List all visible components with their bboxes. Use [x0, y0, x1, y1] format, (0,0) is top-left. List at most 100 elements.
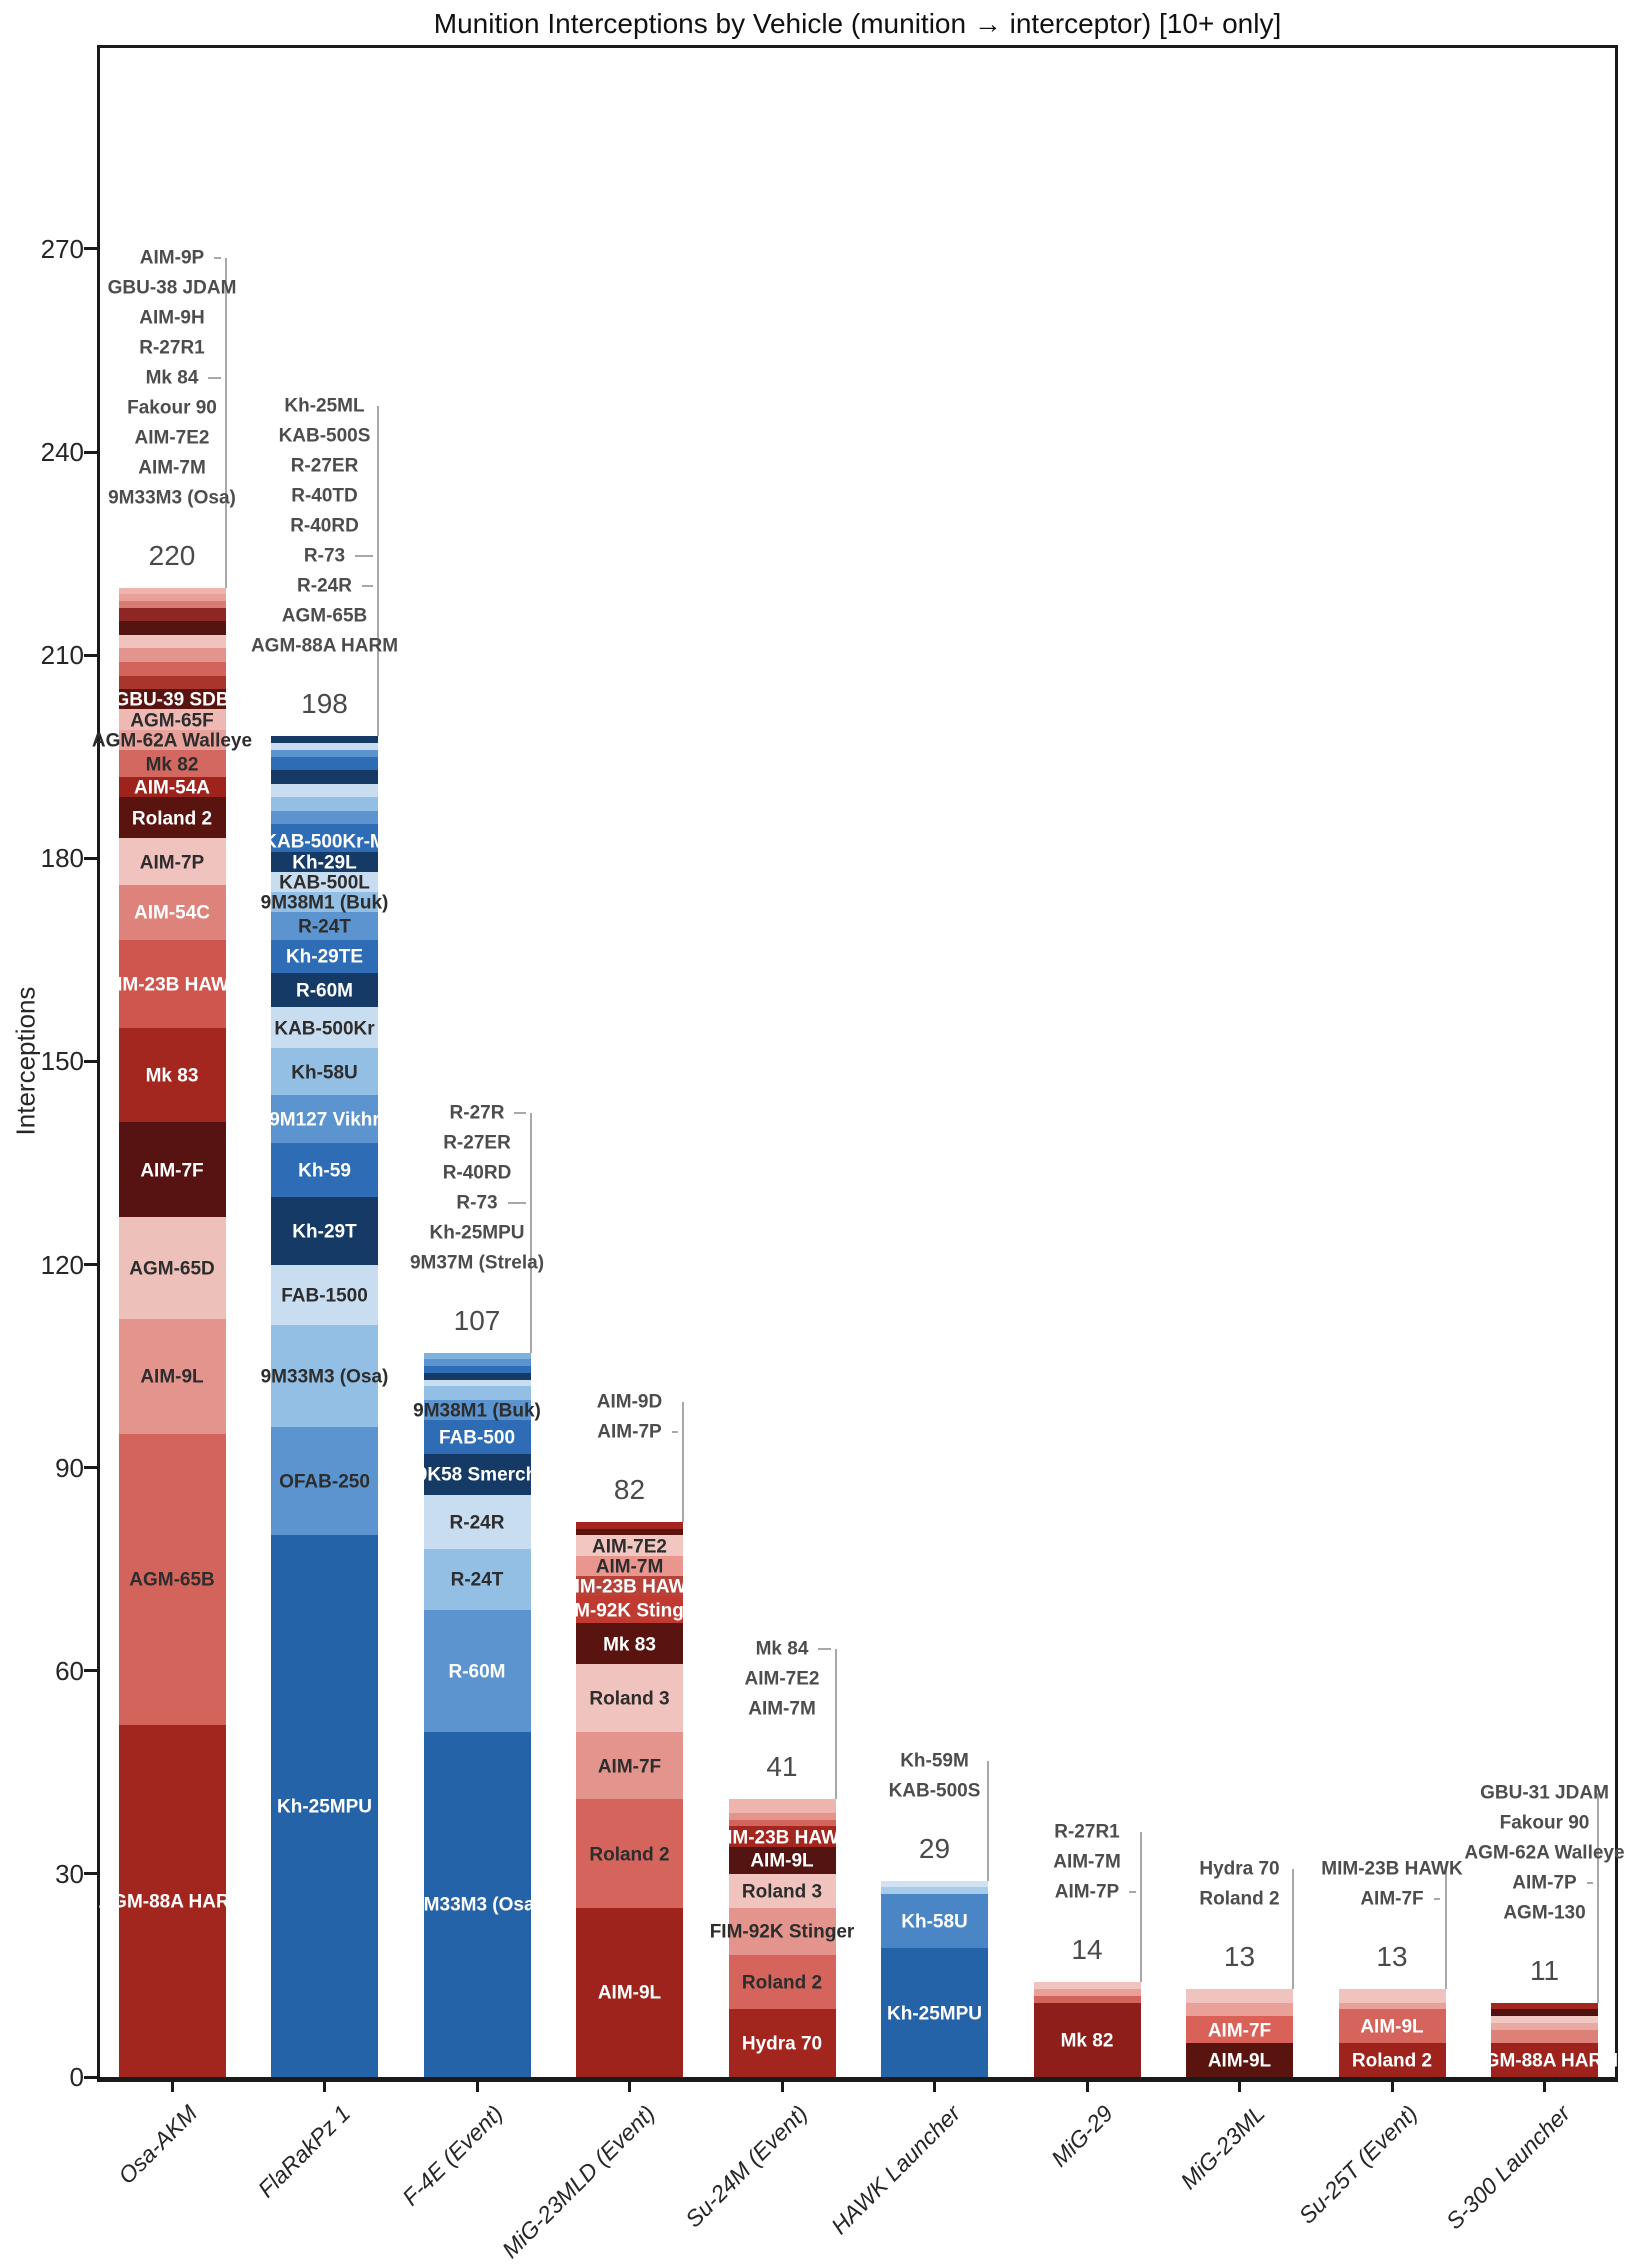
- leader-line: [529, 1112, 532, 1353]
- leader-line: [682, 1401, 684, 1522]
- bar-segment: [1033, 1988, 1141, 1996]
- bar-segment: [271, 1047, 378, 1096]
- segment-label: AGM-65D: [129, 1258, 215, 1280]
- segment-label: GBU-39 SDB: [114, 689, 230, 711]
- bar-total: 29: [918, 1832, 951, 1864]
- bar-segment: [118, 689, 226, 710]
- bar-segment: [118, 797, 226, 838]
- bar-segment: [728, 2009, 836, 2077]
- leader-label: Roland 2: [1199, 1888, 1280, 1910]
- leader-label: R-73: [303, 545, 346, 567]
- x-axis-line: [97, 2077, 1618, 2082]
- segment-label: FIM-92K Stinger: [709, 1921, 855, 1943]
- bar-segment: [271, 1535, 378, 2077]
- segment-label: AIM-9L: [1360, 2016, 1424, 2038]
- bar-segment: [423, 1399, 531, 1421]
- bar-segment: [1491, 2029, 1598, 2044]
- bar-total: 107: [453, 1304, 501, 1336]
- y-tick-label: 90: [55, 1452, 84, 1483]
- bar-segment: [423, 1372, 531, 1380]
- segment-label: Roland 2: [741, 1972, 823, 1994]
- y-tick-label: 60: [55, 1655, 84, 1686]
- bar-segment: [881, 1887, 988, 1895]
- bar-segment: [271, 831, 378, 852]
- segment-label: AGM-88A HARM: [98, 1891, 246, 1913]
- leader-label: AIM-7F: [1360, 1888, 1424, 1910]
- bar-total: 14: [1071, 1934, 1103, 1966]
- bar-segment: [423, 1386, 531, 1400]
- bar-segment: [1186, 2016, 1293, 2044]
- x-tick: [1543, 2082, 1546, 2092]
- bar-segment: [271, 1325, 378, 1428]
- leader-connector: [671, 1430, 678, 1433]
- bar-segment: [1338, 1988, 1446, 2003]
- bar-segment: [118, 1217, 226, 1319]
- x-category-label: MiG-23MLD (Event): [496, 2100, 660, 2263]
- leader-label: AIM-9P: [139, 247, 205, 268]
- segment-label: AIM-54A: [133, 777, 211, 799]
- bar-segment: [118, 1433, 226, 1725]
- segment-label: Roland 3: [741, 1881, 823, 1903]
- segment-label: Kh-29TE: [285, 946, 364, 968]
- leader-label: R-27R: [449, 1102, 505, 1124]
- segment-label: R-60M: [448, 1661, 506, 1683]
- y-tick: [84, 2075, 97, 2079]
- y-tick-label: 240: [40, 437, 84, 468]
- leader-connector: [514, 1111, 526, 1114]
- bar-segment: [576, 1799, 683, 1908]
- leader-label: 9M33M3 (Osa): [108, 487, 236, 508]
- x-category-label: FlaRakPz 1: [252, 2100, 355, 2203]
- bar-segment: [271, 783, 378, 798]
- leader-connector: [361, 585, 373, 588]
- bar-segment: [271, 1142, 378, 1197]
- bar-segment: [118, 621, 226, 635]
- bar-segment: [576, 1907, 683, 2077]
- leader-label: AIM-7E2: [744, 1668, 820, 1690]
- leader-label: MIM-23B HAWK: [1321, 1858, 1463, 1880]
- bar-segment: [423, 1352, 531, 1360]
- y-tick-label: 30: [55, 1858, 84, 1889]
- y-tick-label: 150: [40, 1046, 84, 1077]
- segment-label: AIM-9L: [597, 1982, 662, 2004]
- segment-label: FAB-500: [438, 1427, 516, 1449]
- leader-line: [224, 257, 227, 588]
- segment-label: KAB-500Kr: [274, 1018, 375, 1040]
- segment-label: Kh-58U: [291, 1062, 358, 1084]
- bar-total: 11: [1529, 1954, 1560, 1986]
- segment-label: Roland 2: [589, 1844, 670, 1866]
- segment-label: KAB-500L: [279, 872, 370, 894]
- segment-label: AIM-7F: [597, 1756, 662, 1778]
- leader-line: [1139, 1832, 1142, 1983]
- bar-segment: [423, 1548, 531, 1610]
- segment-label: AGM-65B: [129, 1569, 215, 1591]
- bar-segment: [118, 750, 226, 778]
- segment-label: KAB-500Kr-M: [263, 831, 386, 853]
- bar-segment: [118, 607, 226, 622]
- segment-label: 9K58 Smerch: [416, 1464, 538, 1486]
- segment-label: Hydra 70: [741, 2033, 823, 2055]
- leader-connector: [818, 1648, 831, 1651]
- segment-label: Kh-29T: [292, 1221, 357, 1243]
- segment-label: 9M33M3 (Osa): [413, 1894, 541, 1916]
- segment-label: AIM-7M: [595, 1556, 664, 1578]
- bar-segment: [1338, 2043, 1446, 2077]
- bar-segment: [1033, 1995, 1141, 2003]
- bar-segment: [576, 1731, 683, 1800]
- bar-segment: [728, 1846, 836, 1874]
- x-tick: [170, 2082, 174, 2092]
- bar-segment: [271, 1427, 378, 1536]
- bar-segment: [118, 1724, 226, 2077]
- leader-label: R-27ER: [443, 1132, 511, 1154]
- bar-total: 220: [148, 539, 196, 571]
- bar-segment: [271, 892, 378, 913]
- bar-segment: [728, 1955, 836, 2010]
- segment-label: FIM-92K Stinger: [557, 1600, 702, 1622]
- segment-label: Kh-25MPU: [886, 2003, 983, 2025]
- leader-label: R-40TD: [291, 485, 358, 507]
- segment-label: 9M127 Vikhr: [269, 1109, 380, 1131]
- bar-segment: [576, 1664, 683, 1732]
- bar-segment: [1491, 2043, 1598, 2077]
- bar-segment: [881, 1948, 988, 2077]
- leader-label: R-27R1: [139, 337, 205, 358]
